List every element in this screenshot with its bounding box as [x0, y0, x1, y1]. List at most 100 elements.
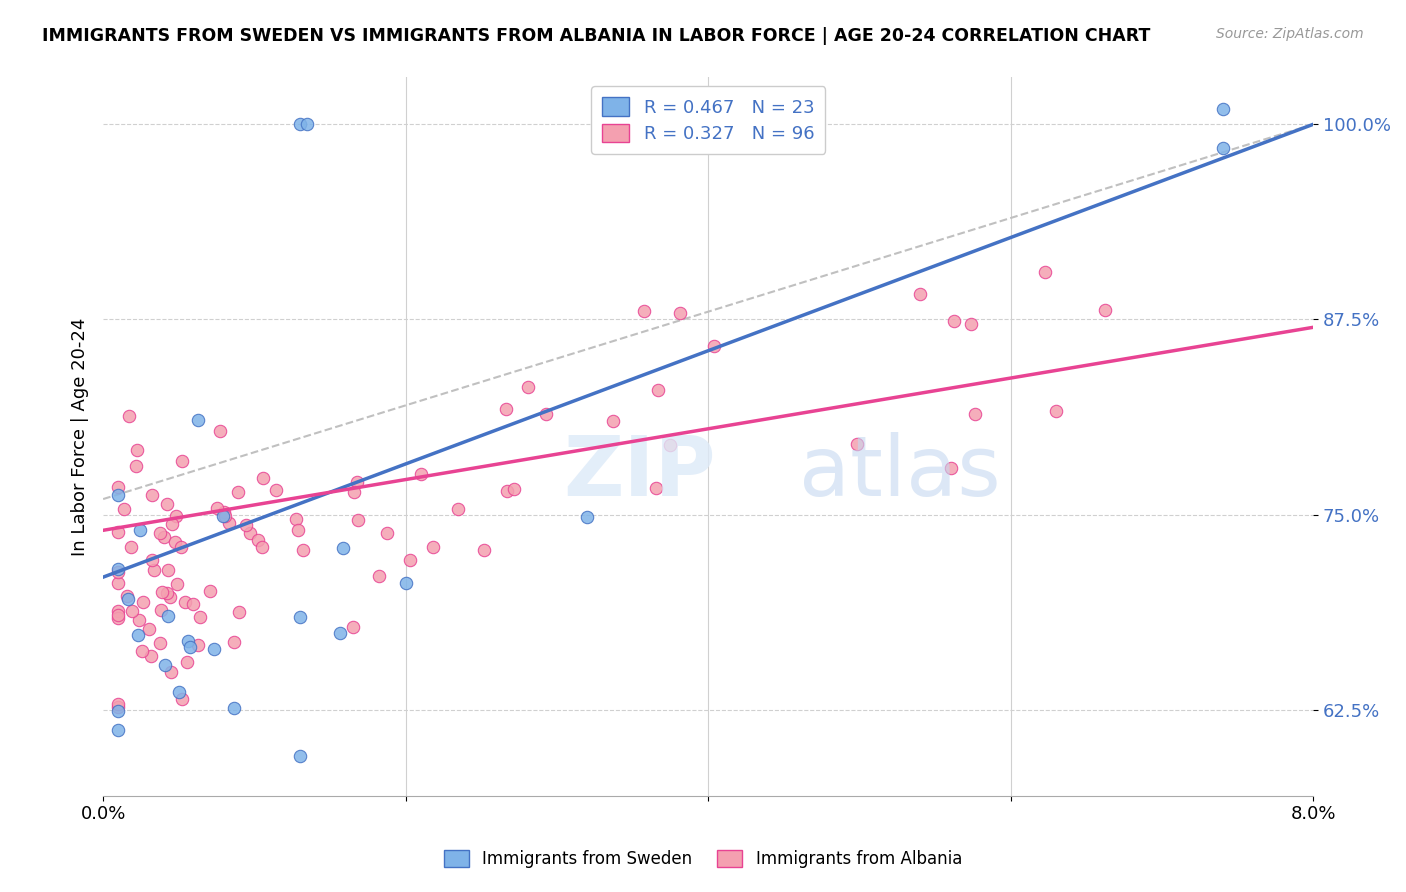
Point	[141, 488, 163, 502]
Point	[218, 516, 240, 530]
Point	[127, 627, 149, 641]
Point	[107, 604, 129, 618]
Point	[264, 483, 287, 497]
Point	[107, 488, 129, 502]
Point	[149, 636, 172, 650]
Point	[1035, 264, 1057, 278]
Point	[127, 443, 149, 458]
Point	[399, 553, 422, 567]
Point	[166, 577, 188, 591]
Point	[226, 485, 249, 500]
Point	[121, 604, 143, 618]
Point	[198, 583, 221, 598]
Point	[212, 505, 235, 519]
Point	[235, 518, 257, 533]
Point	[177, 633, 200, 648]
Point	[148, 525, 170, 540]
Point	[288, 748, 311, 763]
Point	[214, 508, 236, 523]
Point	[209, 424, 232, 438]
Point	[288, 117, 311, 131]
Point	[170, 540, 193, 554]
Point	[288, 610, 311, 624]
Point	[960, 318, 983, 332]
Point	[150, 585, 173, 599]
Point	[131, 643, 153, 657]
Point	[107, 723, 129, 737]
Point	[142, 563, 165, 577]
Point	[343, 484, 366, 499]
Point	[211, 508, 233, 523]
Point	[496, 484, 519, 499]
Point	[252, 470, 274, 484]
Point	[447, 502, 470, 516]
Point	[179, 640, 201, 654]
Y-axis label: In Labor Force | Age 20-24: In Labor Force | Age 20-24	[72, 318, 89, 556]
Legend: Immigrants from Sweden, Immigrants from Albania: Immigrants from Sweden, Immigrants from …	[437, 843, 969, 875]
Point	[939, 461, 962, 475]
Point	[128, 523, 150, 537]
Point	[517, 380, 540, 394]
Point	[472, 542, 495, 557]
Point	[188, 610, 211, 624]
Point	[291, 543, 314, 558]
Point	[284, 512, 307, 526]
Point	[846, 437, 869, 451]
Text: Source: ZipAtlas.com: Source: ZipAtlas.com	[1216, 27, 1364, 41]
Point	[170, 454, 193, 468]
Point	[205, 500, 228, 515]
Point	[252, 540, 274, 554]
Point	[287, 524, 309, 538]
Point	[368, 569, 391, 583]
Point	[120, 540, 142, 554]
Point	[150, 603, 173, 617]
Point	[107, 608, 129, 623]
Point	[107, 562, 129, 576]
Legend: R = 0.467   N = 23, R = 0.327   N = 96: R = 0.467 N = 23, R = 0.327 N = 96	[592, 87, 825, 154]
Point	[645, 481, 668, 495]
Point	[107, 697, 129, 711]
Point	[156, 586, 179, 600]
Point	[668, 305, 690, 319]
Text: IMMIGRANTS FROM SWEDEN VS IMMIGRANTS FROM ALBANIA IN LABOR FORCE | AGE 20-24 COR: IMMIGRANTS FROM SWEDEN VS IMMIGRANTS FRO…	[42, 27, 1150, 45]
Point	[141, 553, 163, 567]
Point	[187, 413, 209, 427]
Point	[153, 657, 176, 672]
Text: ZIP: ZIP	[562, 432, 716, 513]
Point	[107, 704, 129, 718]
Point	[117, 589, 139, 603]
Point	[117, 591, 139, 606]
Point	[1045, 404, 1067, 418]
Point	[107, 565, 129, 579]
Point	[633, 304, 655, 318]
Point	[160, 517, 183, 532]
Point	[1094, 302, 1116, 317]
Point	[908, 287, 931, 301]
Point	[247, 533, 270, 548]
Point	[107, 480, 129, 494]
Point	[228, 605, 250, 619]
Point	[346, 475, 368, 489]
Point	[346, 513, 368, 527]
Point	[329, 626, 352, 640]
Point	[107, 524, 129, 539]
Point	[159, 665, 181, 680]
Point	[187, 638, 209, 652]
Point	[107, 576, 129, 591]
Point	[166, 508, 188, 523]
Point	[170, 691, 193, 706]
Point	[422, 540, 444, 554]
Point	[943, 314, 966, 328]
Point	[156, 609, 179, 624]
Point	[117, 409, 139, 424]
Point	[202, 642, 225, 657]
Point	[112, 501, 135, 516]
Point	[163, 535, 186, 549]
Point	[647, 383, 669, 397]
Point	[107, 611, 129, 625]
Point	[703, 339, 725, 353]
Point	[181, 597, 204, 611]
Point	[495, 401, 517, 416]
Point	[239, 525, 262, 540]
Point	[125, 458, 148, 473]
